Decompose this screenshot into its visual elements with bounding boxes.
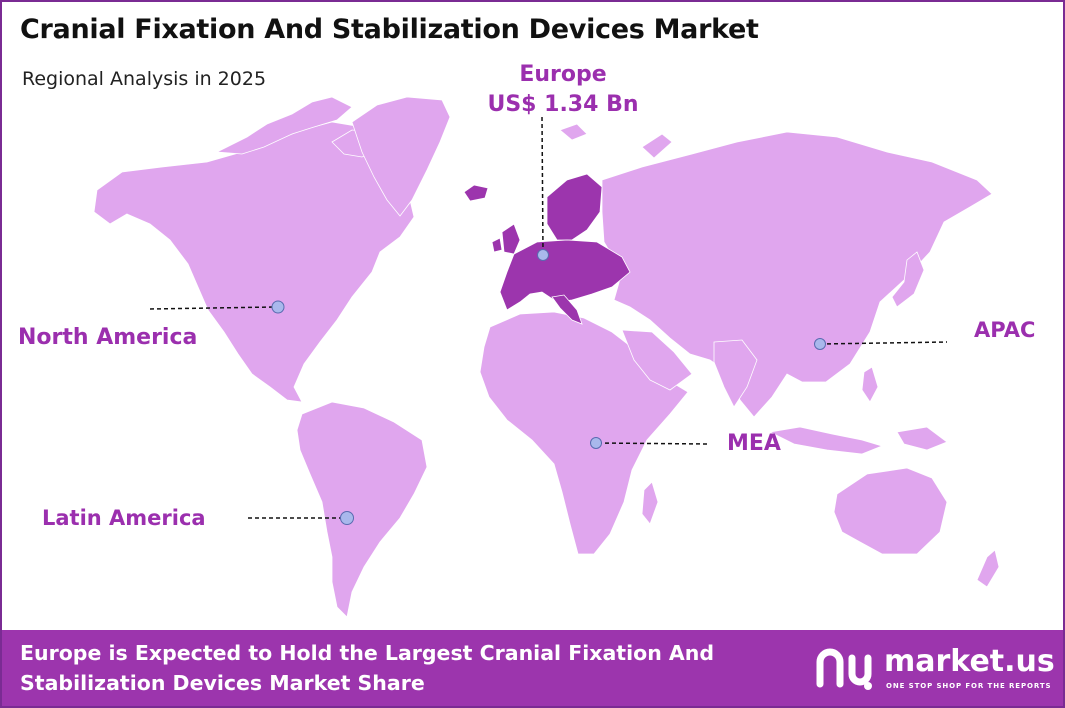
scandinavia-land [546, 173, 603, 241]
footer-statement: Europe is Expected to Hold the Largest C… [20, 641, 715, 695]
arabia-land [621, 329, 693, 391]
india-land [713, 339, 758, 408]
australia-land [833, 467, 948, 555]
europe-label: Europe [519, 62, 607, 87]
page-subtitle: Regional Analysis in 2025 [22, 68, 267, 90]
north-america-land [93, 121, 415, 403]
asia-land [601, 131, 993, 418]
madagascar-land [641, 481, 659, 525]
japan-land [891, 251, 925, 308]
italy [551, 294, 583, 325]
brand-name: market.us [884, 644, 1055, 679]
mea-label: MEA [727, 431, 781, 456]
europe-marker [537, 249, 549, 261]
arctic-isles-europe [559, 123, 588, 141]
market-us-logo-icon [816, 648, 872, 690]
europe-value: US$ 1.34 Bn [487, 92, 639, 117]
mea-marker [590, 437, 602, 449]
north-america-label: North America [18, 325, 198, 350]
europe-leader [541, 116, 544, 253]
philippines-land [861, 366, 879, 403]
africa-land [479, 311, 689, 555]
iceland-land [463, 184, 489, 202]
apac-leader [819, 341, 948, 345]
north-america-marker [271, 300, 285, 314]
latin-america-marker [340, 511, 354, 525]
brand-block: market.us ONE STOP SHOP FOR THE REPORTS [814, 640, 1059, 700]
mea-leader [597, 442, 708, 445]
south-america-land [296, 401, 428, 618]
europe-mainland [499, 239, 631, 311]
brand-tagline: ONE STOP SHOP FOR THE REPORTS [886, 682, 1052, 690]
indonesia-land [768, 426, 884, 455]
greenland-land [351, 96, 451, 217]
ireland [491, 237, 503, 253]
arctic-islands [215, 96, 353, 155]
latin-america-label: Latin America [42, 506, 206, 530]
novaya-zemlya [641, 133, 673, 159]
page-title: Cranial Fixation And Stabilization Devic… [20, 14, 759, 45]
new-guinea-land [896, 426, 948, 451]
apac-label: APAC [974, 318, 1036, 342]
footer-banner: Europe is Expected to Hold the Largest C… [2, 630, 1063, 706]
world-map [93, 96, 1000, 618]
apac-marker [814, 338, 826, 350]
new-zealand-land [976, 549, 1000, 588]
british-isles [501, 223, 521, 255]
europe-callout: Europe US$ 1.34 Bn [478, 60, 648, 120]
